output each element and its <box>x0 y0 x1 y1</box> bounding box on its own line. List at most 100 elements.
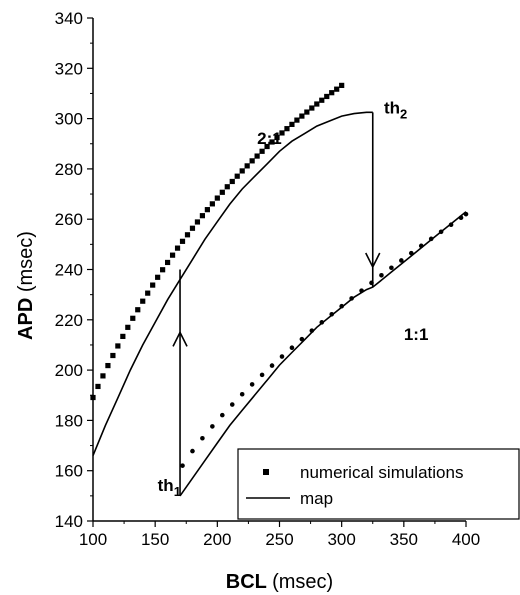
y-tick-label: 220 <box>55 311 83 330</box>
simulation-square-point <box>239 168 245 174</box>
legend: numerical simulations map <box>237 448 520 520</box>
simulation-square-point <box>269 139 275 145</box>
simulation-square-point <box>274 134 280 141</box>
y-tick-label: 140 <box>55 512 83 531</box>
y-tick-label: 160 <box>55 462 83 481</box>
simulation-dot-point <box>210 424 215 429</box>
x-tick-label: 200 <box>203 530 231 549</box>
simulation-square-point <box>90 394 96 401</box>
x-tick-label: 300 <box>327 530 355 549</box>
simulation-square-point <box>299 113 305 119</box>
x-axis-title-unit: (msec) <box>272 571 333 593</box>
annotation-th1: th1 <box>158 476 181 499</box>
simulation-dot-point <box>229 402 235 407</box>
annotation-subscript: 1 <box>174 484 181 499</box>
simulation-square-point <box>199 213 206 219</box>
legend-square-symbol <box>263 469 269 475</box>
simulation-square-point <box>160 267 166 273</box>
simulation-square-point <box>259 148 265 154</box>
chart-marks <box>90 82 469 497</box>
y-tick-label: 240 <box>55 261 83 280</box>
simulation-square-point <box>254 153 260 159</box>
y-tick-label: 180 <box>55 411 83 430</box>
simulation-square-point <box>140 298 146 304</box>
simulation-square-point <box>314 101 320 107</box>
simulation-dot-point <box>379 272 384 278</box>
simulation-square-point <box>339 82 345 89</box>
simulation-square-point <box>284 126 290 132</box>
simulation-square-point <box>329 90 335 96</box>
simulation-square-point <box>125 324 131 330</box>
simulation-dot-point <box>279 354 285 359</box>
axes: 100 150 200 250 300 350 400 140 160 180 200 220 240 2… <box>15 9 480 593</box>
x-tick-label: 350 <box>390 530 418 549</box>
simulation-square-point <box>229 178 235 185</box>
simulation-dot-point <box>200 435 205 441</box>
simulation-dot-point <box>399 258 404 263</box>
simulation-square-point <box>249 158 255 164</box>
map-curve-2:1 <box>92 111 373 456</box>
simulation-square-point <box>145 290 151 296</box>
x-tick-label: 250 <box>265 530 293 549</box>
x-tick-label: 100 <box>79 530 107 549</box>
simulation-square-point <box>334 86 340 92</box>
legend-label: numerical simulations <box>300 463 463 482</box>
annotation-1:1: 1:1 <box>404 325 429 344</box>
jump-arrowhead-2 <box>365 252 381 269</box>
simulation-square-point <box>319 97 325 103</box>
simulation-square-point <box>130 315 136 321</box>
annotation-text: 2:1 <box>257 129 282 148</box>
simulation-square-point <box>100 373 106 379</box>
simulation-square-point <box>135 307 141 313</box>
simulation-square-point <box>165 259 171 266</box>
x-tick-label: 150 <box>141 530 169 549</box>
annotation-text: 1:1 <box>404 325 429 344</box>
y-axis-title: APD (msec) <box>15 231 37 340</box>
simulation-square-point <box>264 143 270 150</box>
map-curve-1:1 <box>179 211 467 497</box>
y-tick-label: 200 <box>55 361 83 380</box>
x-axis-title-main: BCL <box>226 571 272 593</box>
simulation-dot-point <box>389 265 394 271</box>
simulation-square-point <box>234 173 240 179</box>
annotation-subscript: 2 <box>400 107 407 122</box>
simulation-square-point <box>150 282 156 288</box>
legend-box <box>237 448 520 520</box>
simulation-square-point <box>110 352 116 359</box>
annotation-text: th <box>384 99 400 118</box>
simulation-dot-point <box>289 345 295 351</box>
simulation-square-point <box>115 343 121 349</box>
simulation-dot-point <box>249 382 255 387</box>
simulation-square-point <box>309 105 315 111</box>
simulation-square-point <box>194 219 201 225</box>
simulation-square-point <box>289 121 295 127</box>
simulation-square-point <box>174 245 181 251</box>
simulation-dot-point <box>239 391 245 397</box>
y-tick-label: 340 <box>55 9 83 28</box>
simulation-square-point <box>219 189 225 195</box>
simulation-square-point <box>105 362 111 369</box>
y-tick-label: 320 <box>55 59 83 78</box>
simulation-square-point <box>304 109 310 115</box>
x-tick-label: 400 <box>452 530 480 549</box>
simulation-square-point <box>204 207 210 213</box>
simulation-square-point <box>189 225 196 231</box>
y-axis-title-unit: (msec) <box>15 231 37 292</box>
simulation-square-point <box>294 117 300 123</box>
simulation-square-point <box>169 252 176 258</box>
simulation-square-point <box>155 274 161 280</box>
y-tick-label: 260 <box>55 210 83 229</box>
simulation-square-point <box>214 195 220 201</box>
legend-label: map <box>300 489 333 508</box>
simulation-square-point <box>279 130 285 136</box>
simulation-square-point <box>324 93 330 100</box>
simulation-dot-point <box>269 363 275 368</box>
simulation-dot-point <box>190 448 195 454</box>
jump-arrowhead-1 <box>172 330 188 347</box>
annotation-text: th <box>158 476 174 495</box>
simulation-dot-point <box>180 463 185 468</box>
simulation-square-point <box>95 383 101 390</box>
y-tick-label: 300 <box>55 110 83 129</box>
